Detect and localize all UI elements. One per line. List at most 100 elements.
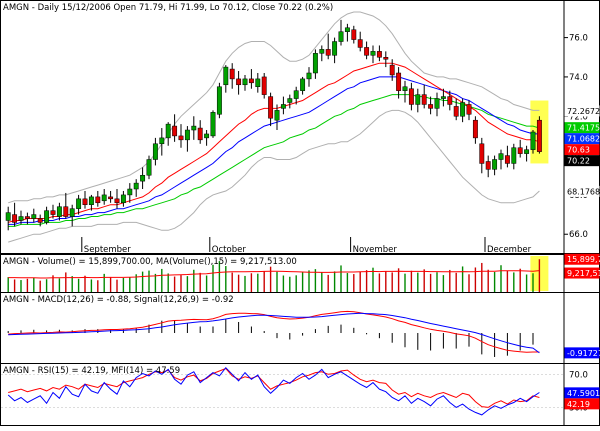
candle-body [306, 72, 312, 80]
ma-blue-line [8, 76, 540, 225]
macd-value-label: -0.91727 [567, 349, 600, 358]
candle-body [325, 49, 331, 56]
candle-body [440, 96, 446, 99]
rsi-value-label-bg [564, 398, 600, 410]
candle-body [197, 127, 203, 141]
price-tick-label: 72.0 [569, 112, 588, 122]
volume-bars [7, 259, 541, 292]
volume-value-label: 15,899,700 [567, 255, 600, 264]
candle-body [472, 119, 478, 139]
candle-body [408, 88, 414, 105]
candle-body [421, 94, 427, 105]
candle-body [402, 86, 408, 91]
candle-body [69, 208, 75, 217]
candle-body [44, 210, 50, 223]
candle-body [101, 194, 107, 202]
candle-body [146, 159, 152, 176]
candle-body [50, 210, 56, 215]
volume-panel-header: AMGN - Volume() = 15,899,700.00, MA(Volu… [3, 257, 297, 267]
volume-value-label-bg [564, 253, 600, 265]
candle-body [5, 212, 11, 221]
candle-body [82, 198, 88, 205]
volume-value-labels: 15,899,700 9,217,513 [564, 253, 600, 279]
candle-body [152, 143, 158, 160]
candle-body [140, 174, 146, 182]
macd-panel-header: AMGN - MACD(12,26) = -0.88, Signal(12,26… [3, 295, 234, 305]
price-panel-frame [0, 0, 600, 254]
rsi-panel-header: AMGN - RSI(15) = 42.19, MFI(14) = 47.59 [3, 366, 180, 376]
candle-body [255, 78, 261, 88]
candle-body [293, 90, 299, 99]
macd-value-label-bg [564, 347, 600, 359]
macd-signal-line [8, 312, 540, 354]
candle-body [460, 102, 466, 117]
candle-body [210, 112, 216, 137]
candle-body [63, 206, 69, 217]
price-value-label: 72.2672 [567, 107, 600, 116]
candle-body [300, 78, 306, 91]
candle-body [159, 137, 165, 145]
month-label: September [84, 245, 131, 255]
candle-body [37, 218, 43, 223]
candle-body [95, 196, 101, 204]
price-value-label-bg [564, 105, 600, 117]
rsi-value-label-bg [564, 387, 600, 399]
candle-body [498, 153, 504, 160]
price-value-label: 68.1768 [567, 187, 600, 196]
month-label: November [353, 245, 398, 255]
price-tick-label: 74.0 [569, 73, 588, 83]
candle-body [504, 155, 510, 164]
rsi-line [8, 367, 540, 408]
candlesticks [5, 19, 542, 231]
candle-body [114, 198, 120, 204]
candle-body [133, 182, 139, 190]
bollinger-bands [8, 11, 540, 243]
macd-value-labels: -0.91727 [564, 347, 600, 359]
candle-body [191, 125, 197, 131]
candle-body [332, 41, 338, 56]
bollinger-lower-line [8, 109, 540, 243]
candle-body [383, 57, 389, 60]
candle-body [428, 104, 434, 109]
candle-body [492, 159, 498, 170]
candle-body [485, 161, 491, 170]
candle-body [178, 135, 184, 141]
price-value-label-bg [564, 155, 600, 167]
price-tick-label: 76.0 [569, 34, 588, 44]
candle-body [312, 53, 318, 74]
candle-body [88, 196, 94, 205]
volume-value-label: 9,217,513 [567, 269, 600, 278]
candle-body [370, 51, 376, 56]
candle-body [108, 196, 114, 200]
candle-body [216, 86, 222, 115]
candle-body [389, 64, 395, 76]
volume-panel-frame [0, 254, 600, 293]
candle-body [18, 216, 24, 221]
candle-body [24, 216, 30, 219]
candle-body [511, 147, 517, 164]
volume-value-label-bg [564, 267, 600, 279]
candle-body [447, 96, 453, 105]
candle-body [12, 214, 18, 223]
bollinger-upper-line [8, 11, 540, 204]
macd-panel-frame [0, 292, 600, 364]
candle-body [287, 98, 293, 103]
candle-body [530, 131, 536, 150]
rsi-value-labels: 47.5901 42.19 [564, 387, 600, 410]
price-value-labels: 72.2672 71.4175 71.0682 70.63 70.22 68.1768 [564, 105, 600, 197]
candle-body [524, 149, 530, 154]
candle-body [261, 76, 267, 95]
candle-body [319, 49, 325, 54]
candle-body [396, 72, 402, 91]
candle-body [466, 104, 472, 115]
price-panel-header: AMGN - Daily 15/12/2006 Open 71.79, Hi 7… [3, 3, 333, 13]
candle-body [351, 29, 357, 40]
ma-red-line [8, 62, 540, 223]
rsi-value-label: 47.5901 [567, 389, 600, 398]
month-label: December [487, 245, 532, 255]
candle-body [242, 78, 248, 86]
candle-body [434, 98, 440, 109]
macd-lines [7, 310, 540, 357]
candle-body [280, 104, 286, 109]
price-tick-label: 66.0 [569, 230, 588, 240]
